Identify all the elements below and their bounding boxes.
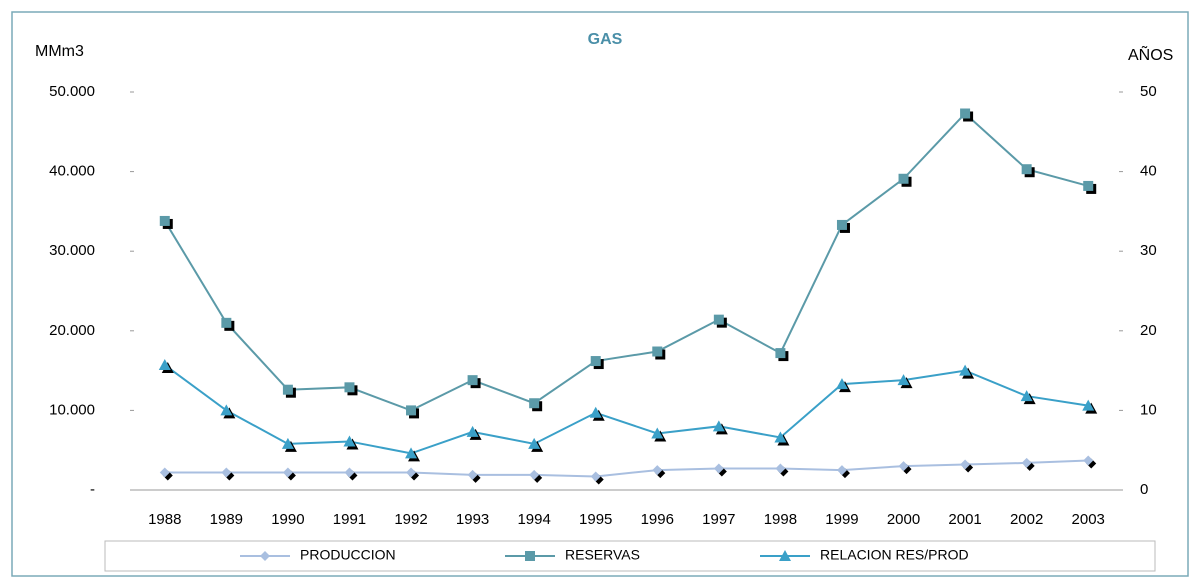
y-tick-label: 30.000 — [49, 242, 95, 259]
marker — [281, 437, 294, 449]
marker — [1083, 455, 1094, 466]
marker — [898, 461, 909, 472]
series-line — [164, 364, 1089, 455]
marker — [1083, 180, 1094, 191]
x-tick-label: 1994 — [517, 511, 550, 528]
marker — [220, 404, 233, 416]
y2-tick-label: 40 — [1140, 163, 1157, 180]
marker — [159, 467, 170, 478]
x-tick-label: 1999 — [825, 511, 858, 528]
marker — [344, 467, 355, 478]
marker — [529, 469, 540, 480]
marker — [1021, 164, 1032, 175]
marker — [898, 173, 909, 184]
marker — [835, 378, 848, 390]
marker — [466, 425, 479, 437]
legend-marker — [779, 550, 791, 561]
x-tick-label: 2003 — [1072, 511, 1105, 528]
marker — [713, 463, 724, 474]
x-tick-label: 1996 — [641, 511, 674, 528]
x-tick-label: 2000 — [887, 511, 920, 528]
chart-title: GAS — [588, 31, 623, 48]
marker — [775, 348, 786, 359]
marker — [282, 467, 293, 478]
marker — [590, 356, 601, 367]
marker — [651, 427, 664, 439]
marker — [1020, 390, 1033, 402]
marker — [589, 406, 602, 418]
x-tick-label: 1991 — [333, 511, 366, 528]
y2-tick-label: 10 — [1140, 401, 1157, 418]
legend-marker — [525, 551, 535, 561]
marker — [1021, 457, 1032, 468]
x-tick-label: 2002 — [1010, 511, 1043, 528]
y2-tick-label: 20 — [1140, 322, 1157, 339]
x-tick-label: 1992 — [394, 511, 427, 528]
y-tick-label: 40.000 — [49, 163, 95, 180]
series-line — [164, 459, 1089, 478]
x-tick-label: 1993 — [456, 511, 489, 528]
marker — [1082, 399, 1095, 411]
chart-border — [11, 11, 1189, 577]
marker — [221, 467, 232, 478]
marker — [713, 314, 724, 325]
legend-marker — [260, 551, 270, 561]
marker — [467, 469, 478, 480]
x-tick-label: 1988 — [148, 511, 181, 528]
marker — [652, 465, 663, 476]
x-tick-label: 1995 — [579, 511, 612, 528]
marker — [405, 447, 418, 459]
marker — [836, 219, 847, 230]
marker — [529, 398, 540, 409]
marker — [406, 405, 417, 416]
x-tick-label: 1998 — [764, 511, 797, 528]
marker — [406, 467, 417, 478]
marker — [775, 463, 786, 474]
marker — [282, 384, 293, 395]
legend-label: RESERVAS — [565, 547, 640, 563]
marker — [221, 317, 232, 328]
marker — [467, 375, 478, 386]
marker — [959, 364, 972, 376]
marker — [712, 420, 725, 432]
marker — [343, 435, 356, 447]
legend-label: PRODUCCION — [300, 547, 396, 563]
legend-label: RELACION RES/PROD — [820, 547, 969, 563]
marker — [836, 465, 847, 476]
y-axis-label: MMm3 — [35, 43, 84, 60]
marker — [528, 437, 541, 449]
y-tick-label: 50.000 — [49, 83, 95, 100]
marker — [774, 431, 787, 443]
x-tick-label: 1997 — [702, 511, 735, 528]
y2-axis-label: AÑOS — [1128, 44, 1173, 64]
y-tick-label: 20.000 — [49, 322, 95, 339]
y2-tick-label: 0 — [1140, 481, 1148, 498]
y-tick-label: - — [90, 481, 95, 498]
x-tick-label: 1989 — [210, 511, 243, 528]
y-tick-label: 10.000 — [49, 401, 95, 418]
x-tick-label: 1990 — [271, 511, 304, 528]
y2-tick-label: 30 — [1140, 242, 1157, 259]
marker — [159, 215, 170, 226]
x-tick-label: 2001 — [948, 511, 981, 528]
series-line — [163, 112, 1089, 412]
marker — [590, 471, 601, 482]
marker — [960, 459, 971, 470]
marker — [158, 359, 171, 371]
y2-tick-label: 50 — [1140, 83, 1157, 100]
marker — [652, 346, 663, 357]
marker — [897, 374, 910, 386]
marker — [960, 108, 971, 119]
marker — [344, 382, 355, 393]
